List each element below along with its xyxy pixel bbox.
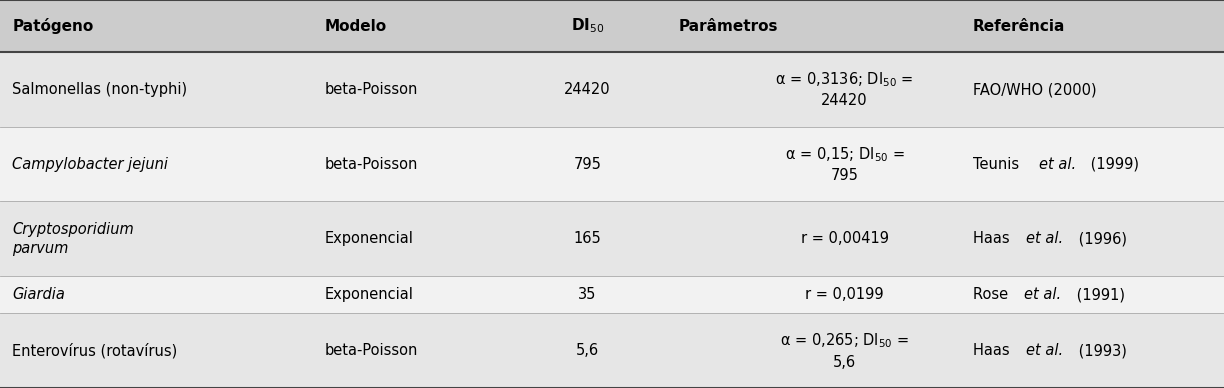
Bar [0, 127, 1224, 201]
Text: α = 0,15; DI$_{50}$ =
795: α = 0,15; DI$_{50}$ = 795 [785, 145, 905, 183]
Text: Haas: Haas [973, 343, 1015, 358]
Text: r = 0,0199: r = 0,0199 [805, 287, 884, 302]
Text: beta-Poisson: beta-Poisson [324, 82, 417, 97]
Text: Exponencial: Exponencial [324, 231, 414, 246]
Text: beta-Poisson: beta-Poisson [324, 343, 417, 358]
Text: FAO/WHO (2000): FAO/WHO (2000) [973, 82, 1097, 97]
Text: (1999): (1999) [1087, 157, 1140, 171]
Text: Parâmetros: Parâmetros [678, 19, 778, 34]
Text: α = 0,265; DI$_{50}$ =
5,6: α = 0,265; DI$_{50}$ = 5,6 [780, 332, 909, 370]
Text: DI$_{50}$: DI$_{50}$ [570, 17, 605, 35]
Text: Patógeno: Patógeno [12, 18, 93, 34]
Text: 5,6: 5,6 [577, 343, 599, 358]
Text: 35: 35 [578, 287, 597, 302]
Text: Salmonellas (non-typhi): Salmonellas (non-typhi) [12, 82, 187, 97]
Text: et al.: et al. [1038, 157, 1076, 171]
Text: Cryptosporidium
parvum: Cryptosporidium parvum [12, 222, 133, 256]
Text: Giardia: Giardia [12, 287, 65, 302]
Text: r = 0,00419: r = 0,00419 [800, 231, 889, 246]
Text: Campylobacter jejuni: Campylobacter jejuni [12, 157, 168, 171]
Text: 795: 795 [574, 157, 601, 171]
Bar [0, 314, 1224, 388]
Bar [0, 276, 1224, 314]
Text: Rose: Rose [973, 287, 1012, 302]
Text: (1993): (1993) [1075, 343, 1127, 358]
Text: 24420: 24420 [564, 82, 611, 97]
Text: 165: 165 [574, 231, 601, 246]
Text: et al.: et al. [1026, 343, 1064, 358]
Text: et al.: et al. [1024, 287, 1061, 302]
Text: α = 0,3136; DI$_{50}$ =
24420: α = 0,3136; DI$_{50}$ = 24420 [775, 71, 914, 109]
Text: Exponencial: Exponencial [324, 287, 414, 302]
Bar [0, 201, 1224, 276]
Text: Teunis: Teunis [973, 157, 1023, 171]
Text: et al.: et al. [1026, 231, 1064, 246]
Text: (1991): (1991) [1072, 287, 1125, 302]
Bar [0, 0, 1224, 52]
Text: beta-Poisson: beta-Poisson [324, 157, 417, 171]
Bar [0, 52, 1224, 127]
Text: Referência: Referência [973, 19, 1065, 34]
Text: Enterovírus (rotavírus): Enterovírus (rotavírus) [12, 343, 177, 359]
Text: Haas: Haas [973, 231, 1015, 246]
Text: Modelo: Modelo [324, 19, 387, 34]
Text: (1996): (1996) [1075, 231, 1127, 246]
